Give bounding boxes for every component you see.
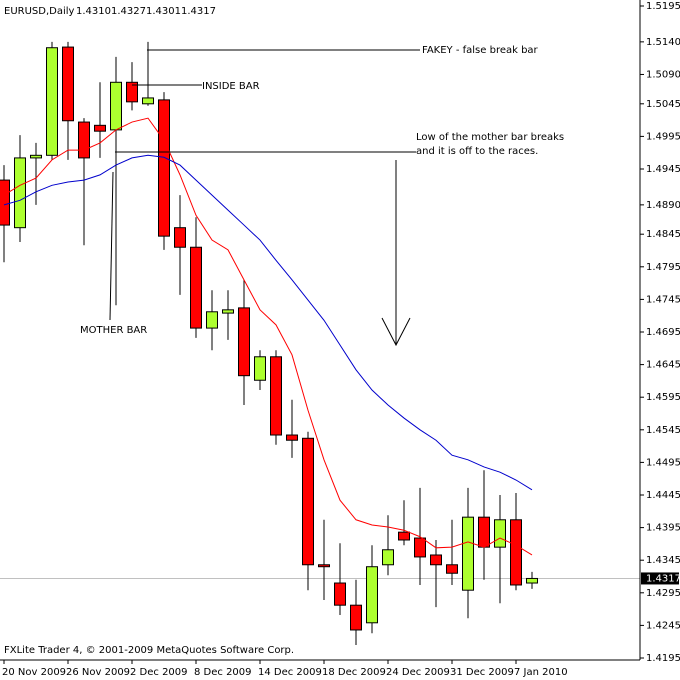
y-tick-label: 1.5195: [646, 1, 680, 12]
chart-title: EURUSD,Daily: [4, 6, 75, 17]
y-tick-label: 1.4995: [646, 131, 680, 142]
header-price: 1.4317: [181, 6, 216, 17]
candle-body: [430, 554, 442, 566]
y-tick-label: 1.5140: [646, 37, 680, 48]
candle-body: [174, 227, 186, 248]
annotation: FAKEY - false break bar: [422, 45, 539, 56]
candle-body: [254, 356, 266, 381]
candle-body: [334, 582, 346, 606]
x-tick-label: 26 Nov 2009: [66, 667, 130, 678]
header-price: 1.4310: [76, 6, 111, 17]
price-label-box: [641, 572, 679, 585]
annotation: MOTHER BAR: [80, 325, 147, 336]
candle-body: [302, 437, 314, 566]
price-label: 1.4317: [646, 573, 680, 584]
y-tick-label: 1.4395: [646, 523, 680, 534]
candle-body: [14, 157, 26, 229]
x-tick-label: 31 Dec 2009: [450, 667, 514, 678]
x-tick-label: 7 Jan 2010: [514, 667, 568, 678]
x-tick-label: 20 Nov 2009: [2, 667, 66, 678]
candle-body: [46, 47, 58, 156]
y-tick-label: 1.5090: [646, 69, 680, 80]
x-tick-label: 24 Dec 2009: [386, 667, 450, 678]
annotation-line: [109, 171, 114, 321]
y-tick-label: 1.5045: [646, 99, 680, 110]
y-tick-label: 1.4495: [646, 457, 680, 468]
y-tick-label: 1.4245: [646, 620, 680, 631]
candle-body: [62, 46, 74, 122]
y-tick-label: 1.4795: [646, 262, 680, 273]
candle-body: [446, 564, 458, 574]
y-tick-label: 1.4295: [646, 588, 680, 599]
y-tick-label: 1.4445: [646, 490, 680, 501]
candle-body: [190, 246, 202, 329]
candle-body: [494, 519, 506, 548]
candle-body: [350, 604, 362, 631]
candle-body: [270, 356, 282, 436]
candle-body: [126, 81, 138, 103]
x-tick-label: 8 Dec 2009: [194, 667, 252, 678]
x-tick-label: 2 Dec 2009: [130, 667, 188, 678]
y-tick-label: 1.4945: [646, 164, 680, 175]
candle-body: [222, 309, 234, 314]
candle-body: [398, 531, 410, 541]
candle-body: [510, 519, 522, 586]
candle-body: [78, 121, 90, 159]
candle-body: [286, 434, 298, 441]
y-tick-label: 1.4195: [646, 653, 680, 664]
footer: FXLite Trader 4, © 2001-2009 MetaQuotes …: [4, 645, 294, 656]
candle-body: [30, 154, 42, 159]
moving-average: [3, 154, 533, 491]
candle-body: [206, 311, 218, 329]
candle-body: [382, 549, 394, 566]
header-price: 1.4327: [111, 6, 146, 17]
y-tick-label: 1.4695: [646, 327, 680, 338]
candle-body: [526, 577, 538, 584]
candle-body: [462, 516, 474, 591]
moving-average: [3, 117, 533, 556]
y-tick-label: 1.4845: [646, 229, 680, 240]
header-price: 1.4301: [146, 6, 181, 17]
annotation: and it is off to the races.: [416, 146, 538, 157]
candle-body: [158, 99, 170, 237]
x-tick-label: 14 Dec 2009: [258, 667, 322, 678]
candle-body: [94, 124, 106, 132]
y-tick-label: 1.4645: [646, 360, 680, 371]
y-tick-label: 1.4890: [646, 200, 680, 211]
x-tick-label: 18 Dec 2009: [322, 667, 386, 678]
y-tick-label: 1.4345: [646, 555, 680, 566]
annotation: Low of the mother bar breaks: [416, 132, 564, 143]
candle-body: [0, 179, 10, 226]
candle-body: [110, 81, 122, 131]
y-tick-label: 1.4745: [646, 294, 680, 305]
candle-body: [142, 97, 154, 105]
candle-body: [414, 537, 426, 558]
y-tick-label: 1.4545: [646, 425, 680, 436]
candle-body: [238, 307, 250, 377]
arrow: [381, 160, 411, 347]
candle-body: [366, 566, 378, 624]
y-tick-label: 1.4595: [646, 392, 680, 403]
candle-body: [318, 564, 330, 568]
plot-area: [0, 41, 640, 645]
candle-body: [478, 516, 490, 548]
annotation: INSIDE BAR: [202, 81, 260, 92]
